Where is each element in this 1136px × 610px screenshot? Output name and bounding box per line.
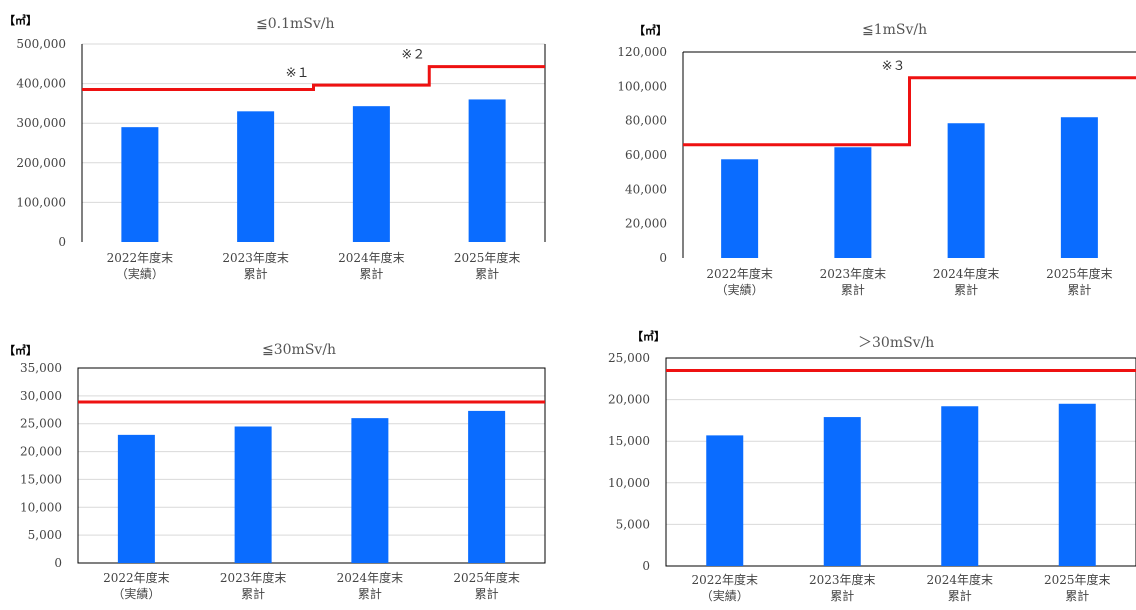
capacity-step-line	[683, 76, 1136, 147]
y-tick-label: 40,000	[625, 182, 667, 196]
y-tick-label: 500,000	[16, 37, 66, 51]
y-tick-label: 10,000	[20, 500, 62, 514]
y-tick-label: 5,000	[616, 517, 650, 531]
x-category-label: 2025年度末	[453, 570, 520, 585]
y-tick-label: 100,000	[617, 79, 667, 93]
y-tick-label: 15,000	[608, 434, 650, 448]
y-tick-label: 30,000	[20, 389, 62, 403]
x-category-label: 累計	[830, 588, 854, 603]
y-tick-label: 60,000	[625, 148, 667, 162]
x-category-label: 累計	[954, 282, 978, 297]
x-category-label: 2023年度末	[809, 572, 876, 587]
x-category-label: 2024年度末	[337, 570, 404, 585]
y-tick-label: 200,000	[16, 156, 66, 170]
x-category-label: 累計	[241, 586, 265, 601]
x-category-label: 2022年度末	[691, 572, 758, 587]
bar	[117, 434, 155, 563]
y-tick-label: 20,000	[20, 445, 62, 459]
x-category-label: 累計	[948, 588, 972, 603]
bar	[1058, 403, 1096, 566]
bar	[351, 418, 389, 563]
chart-title: ＞30mSv/h	[858, 335, 935, 351]
bar	[121, 127, 159, 242]
chart-plot: 0 5,000 10,000 15,000 20,000 25,000 30,000 35,0…	[20, 361, 546, 601]
y-tick-label: 300,000	[16, 116, 66, 130]
x-category-label: 2025年度末	[1046, 266, 1113, 281]
x-category-label: 2022年度末	[103, 570, 170, 585]
y-tick-label: 20,000	[625, 217, 667, 231]
y-tick-label: 80,000	[625, 114, 667, 128]
chart-panel-le-30msv: 【㎥】 ≦30mSv/h 0 5,000 10,000 15,000 20,000 25,…	[0, 318, 560, 610]
chart-panel-le-1msv: 【㎥】 ≦1mSv/h 0 20,000 40,000 60,000 80,000 100…	[570, 0, 1136, 310]
annotation-label: ※３	[882, 59, 906, 74]
x-category-label: 累計	[475, 586, 499, 601]
x-category-label: 累計	[1067, 282, 1091, 297]
y-tick-label: 120,000	[617, 45, 667, 59]
x-category-label: 2024年度末	[338, 250, 405, 265]
x-category-label: （実績）	[716, 282, 764, 297]
x-category-label: 2023年度末	[220, 570, 287, 585]
chart-plot: 0 20,000 40,000 60,000 80,000 100,000 120,000 ※…	[617, 45, 1136, 297]
x-category-label: 2023年度末	[222, 250, 289, 265]
chart-title: ≦0.1mSv/h	[256, 16, 335, 32]
y-tick-label: 35,000	[20, 361, 62, 375]
y-tick-label: 0	[659, 251, 667, 265]
x-category-label: （実績）	[116, 266, 164, 281]
chart-plot: 0 100,000 200,000 300,000 400,000 500,000 ※１ ※２…	[16, 37, 546, 281]
bar	[721, 159, 759, 258]
x-category-label: 累計	[358, 586, 382, 601]
x-category-label: 累計	[475, 266, 499, 281]
x-category-label: 累計	[359, 266, 383, 281]
y-tick-label: 25,000	[608, 351, 650, 365]
x-category-label: 2024年度末	[933, 266, 1000, 281]
y-tick-label: 400,000	[16, 77, 66, 91]
bar	[947, 123, 985, 258]
annotation-label: ※１	[286, 66, 310, 81]
chart-title: ≦30mSv/h	[262, 342, 337, 358]
capacity-step-line	[82, 65, 545, 92]
y-tick-label: 100,000	[16, 195, 66, 209]
x-category-label: （実績）	[112, 586, 160, 601]
bar	[823, 417, 861, 566]
x-category-label: 累計	[1065, 588, 1089, 603]
bar	[234, 426, 272, 563]
x-category-label: 2024年度末	[926, 572, 993, 587]
x-category-label: 2022年度末	[706, 266, 773, 281]
x-category-label: 2022年度末	[107, 250, 174, 265]
bar	[834, 147, 872, 258]
y-tick-label: 20,000	[608, 393, 650, 407]
bar	[352, 106, 390, 242]
unit-label: 【㎥】	[632, 330, 665, 343]
plot-frame	[77, 367, 546, 564]
x-category-label: 累計	[841, 282, 865, 297]
y-tick-label: 0	[54, 556, 62, 570]
chart-panel-gt-30msv: 【㎥】 ＞30mSv/h 0 5,000 10,000 15,000 20,000 25,…	[570, 318, 1136, 610]
unit-label: 【㎥】	[4, 14, 37, 27]
unit-label: 【㎥】	[634, 24, 667, 37]
plot-frame	[665, 357, 1136, 567]
bar	[706, 435, 744, 566]
y-tick-label: 0	[58, 235, 66, 249]
bar	[941, 406, 979, 566]
bar	[237, 111, 275, 242]
bar	[468, 410, 506, 563]
bar	[1060, 117, 1098, 258]
unit-label: 【㎥】	[4, 344, 37, 357]
bar	[468, 99, 506, 242]
chart-plot: 0 5,000 10,000 15,000 20,000 25,000 2022年度末（実績…	[608, 351, 1136, 603]
y-tick-label: 0	[642, 559, 650, 573]
x-category-label: 2023年度末	[820, 266, 887, 281]
x-category-label: 2025年度末	[454, 250, 521, 265]
y-tick-label: 15,000	[20, 472, 62, 486]
chart-title: ≦1mSv/h	[862, 22, 928, 38]
x-category-label: 累計	[244, 266, 268, 281]
chart-panel-le-0-1msv: 【㎥】 ≦0.1mSv/h 0 100,000 200,000 300,000 400,…	[0, 0, 560, 300]
y-tick-label: 5,000	[28, 528, 62, 542]
annotation-label: ※２	[401, 48, 425, 63]
y-tick-label: 10,000	[608, 476, 650, 490]
y-tick-label: 25,000	[20, 417, 62, 431]
x-category-label: 2025年度末	[1044, 572, 1111, 587]
x-category-label: （実績）	[701, 588, 749, 603]
